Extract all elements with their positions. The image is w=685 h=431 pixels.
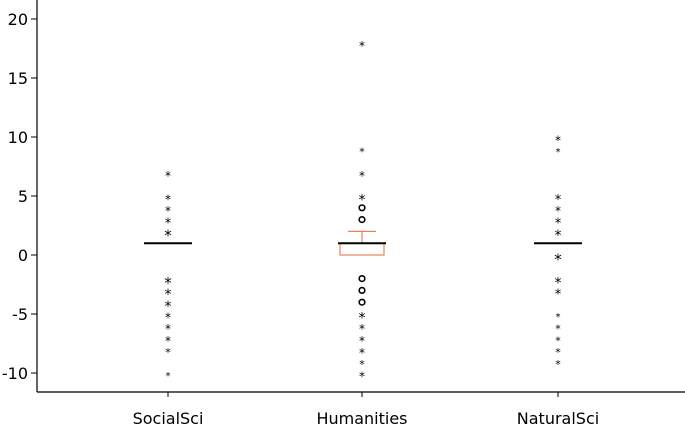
y-tick-label: 5	[18, 187, 28, 206]
outlier-star: *	[165, 334, 171, 348]
x-category-label: Humanities	[316, 409, 407, 428]
x-category-label: NaturalSci	[517, 409, 599, 428]
x-category-label: SocialSci	[133, 409, 204, 428]
outlier-star: *	[165, 204, 171, 218]
outlier-circle	[358, 286, 366, 295]
y-tick-label: 10	[8, 128, 28, 147]
outlier-star: *	[359, 358, 365, 371]
box-iqr	[339, 242, 385, 256]
outlier-star: *	[165, 287, 172, 303]
outlier-star: *	[165, 217, 172, 232]
outlier-circle	[358, 204, 366, 212]
outlier-star: *	[555, 228, 562, 244]
outlier-star: *	[556, 312, 561, 323]
group-naturalsci: **************	[534, 133, 582, 371]
outlier-star: *	[359, 346, 365, 360]
outlier-circle	[358, 298, 366, 306]
outlier-star: *	[556, 147, 561, 158]
outlier-star: *	[359, 322, 365, 336]
y-tick-label: 0	[18, 246, 28, 265]
group-socialsci: *************	[144, 169, 192, 382]
y-tick-label: 20	[8, 10, 28, 29]
outlier-star: *	[555, 334, 561, 347]
outlier-star: *	[555, 217, 562, 232]
y-tick-label: 15	[8, 69, 28, 88]
outlier-star: *	[359, 169, 365, 183]
outlier-star: *	[555, 204, 561, 218]
outlier-star: *	[555, 346, 561, 359]
y-tick-label: -10	[2, 364, 28, 383]
outlier-circle	[358, 275, 366, 283]
outlier-star: *	[164, 274, 172, 292]
y-tick-label: -5	[12, 305, 28, 324]
outlier-star: *	[165, 346, 171, 359]
outlier-star: *	[164, 227, 172, 245]
outlier-star: *	[555, 323, 561, 336]
outlier-star: *	[165, 169, 171, 183]
outlier-star: *	[555, 358, 561, 371]
outlier-star: *	[359, 39, 365, 53]
outlier-star: *	[166, 371, 171, 382]
group-humanities: **********	[338, 39, 386, 383]
outlier-star: *	[165, 310, 171, 324]
y-ticks: -10 -5 0 5 10 15 20	[2, 10, 37, 383]
outlier-star: *	[555, 133, 561, 147]
outlier-star: *	[359, 146, 365, 159]
outlier-star: *	[555, 287, 562, 302]
plot-area: *************************************	[144, 39, 582, 383]
outlier-star: *	[555, 275, 562, 291]
outlier-star: *	[555, 193, 562, 208]
outlier-star: *	[554, 250, 562, 268]
outlier-star: *	[165, 322, 171, 336]
outlier-star: *	[359, 193, 366, 209]
outlier-star: *	[165, 192, 171, 206]
outlier-star: *	[165, 299, 172, 315]
outlier-star: *	[359, 369, 365, 383]
outlier-star: *	[359, 311, 366, 327]
outlier-circle	[358, 216, 366, 224]
x-labels: SocialSci Humanities NaturalSci	[133, 392, 599, 428]
outlier-star: *	[359, 334, 365, 348]
